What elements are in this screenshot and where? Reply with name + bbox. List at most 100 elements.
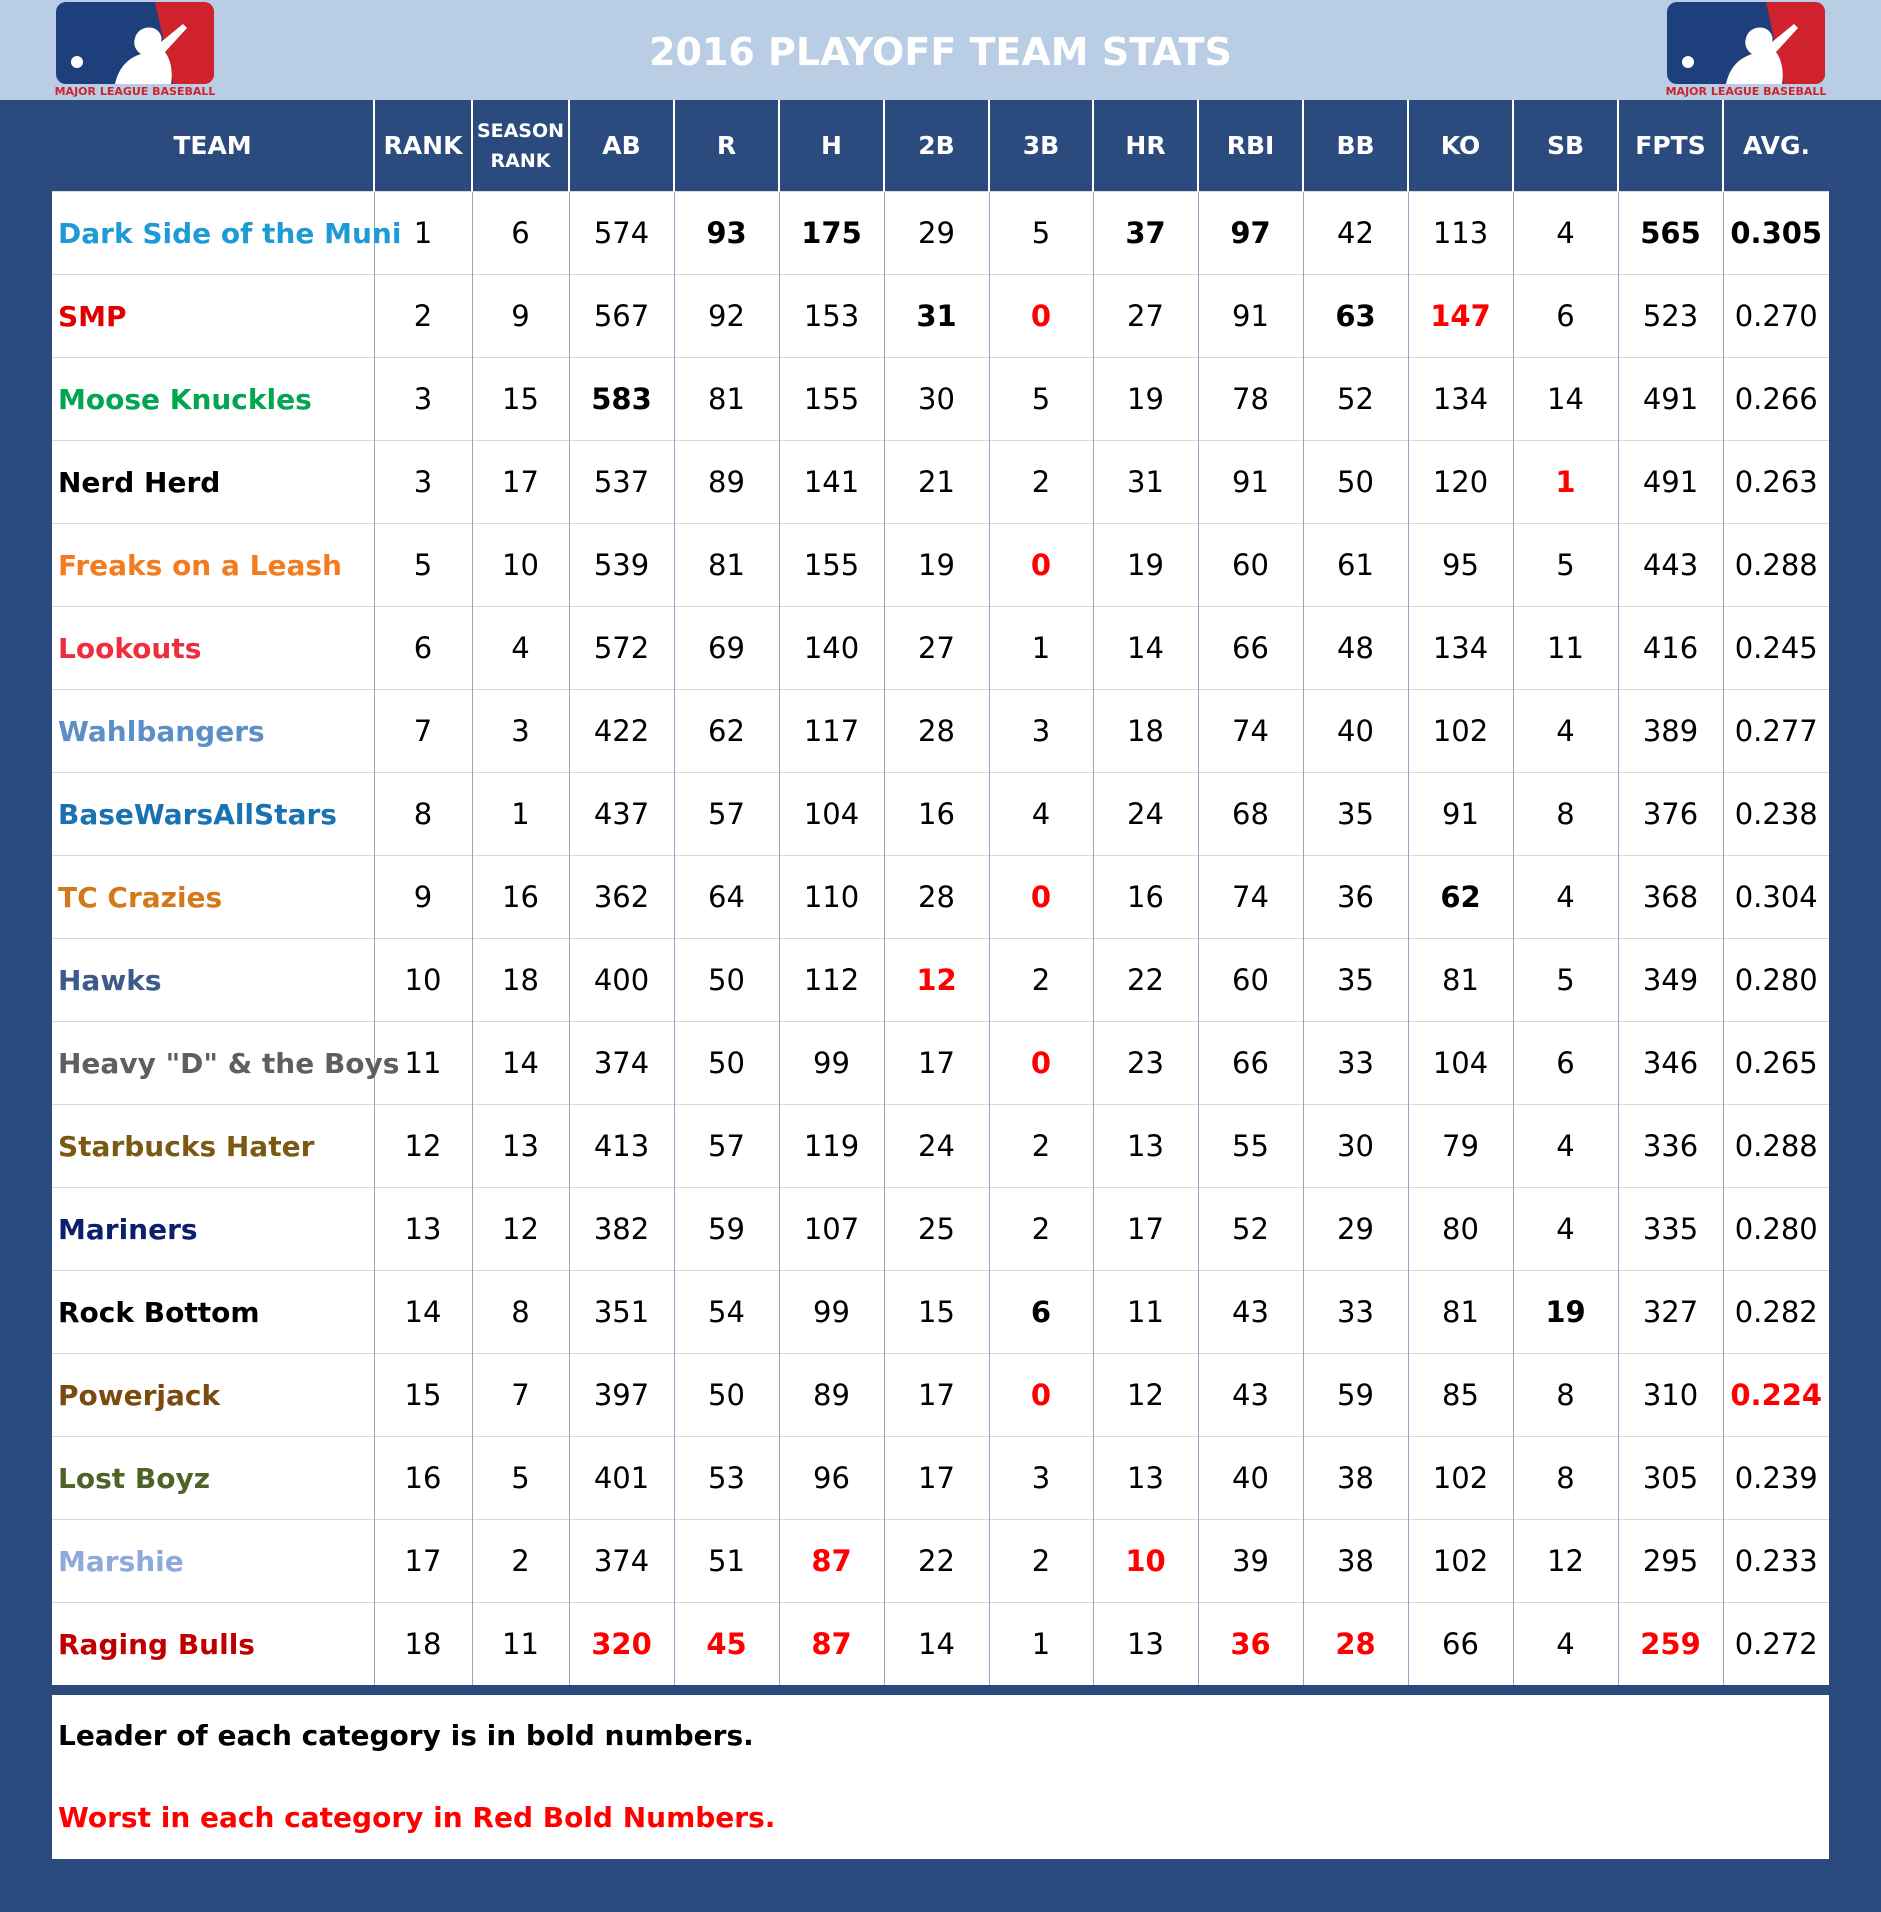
stat-cell: 382 bbox=[568, 1187, 674, 1271]
stat-cell: 14 bbox=[373, 1270, 472, 1354]
stat-cell: 9 bbox=[373, 855, 472, 939]
stat-cell: 0.288 bbox=[1722, 1104, 1829, 1188]
stat-cell: 327 bbox=[1617, 1270, 1723, 1354]
stat-cell: 17 bbox=[471, 440, 569, 524]
stat-cell: 0 bbox=[988, 855, 1093, 939]
team-name: Marshie bbox=[52, 1519, 374, 1603]
stat-cell: 320 bbox=[568, 1602, 674, 1685]
stat-cell: 19 bbox=[1092, 357, 1198, 441]
stat-cell: 1 bbox=[373, 191, 472, 275]
stat-cell: 55 bbox=[1197, 1104, 1303, 1188]
stat-cell: 23 bbox=[1092, 1021, 1198, 1105]
stat-cell: 91 bbox=[1407, 772, 1513, 856]
stat-cell: 572 bbox=[568, 606, 674, 690]
stat-cell: 17 bbox=[1092, 1187, 1198, 1271]
team-name: Hawks bbox=[52, 938, 374, 1022]
stat-cell: 89 bbox=[778, 1353, 884, 1437]
stat-cell: 14 bbox=[1512, 357, 1618, 441]
stat-cell: 0.270 bbox=[1722, 274, 1829, 358]
stat-cell: 110 bbox=[778, 855, 884, 939]
stat-cell: 13 bbox=[373, 1187, 472, 1271]
stat-cell: 5 bbox=[988, 191, 1093, 275]
stat-cell: 2 bbox=[988, 1187, 1093, 1271]
stat-cell: 43 bbox=[1197, 1353, 1303, 1437]
stat-cell: 24 bbox=[1092, 772, 1198, 856]
stat-cell: 7 bbox=[373, 689, 472, 773]
stat-cell: 349 bbox=[1617, 938, 1723, 1022]
stat-cell: 57 bbox=[673, 1104, 779, 1188]
stat-cell: 10 bbox=[1092, 1519, 1198, 1603]
stat-cell: 52 bbox=[1197, 1187, 1303, 1271]
stat-cell: 64 bbox=[673, 855, 779, 939]
stat-cell: 81 bbox=[673, 523, 779, 607]
stat-cell: 15 bbox=[373, 1353, 472, 1437]
stat-cell: 153 bbox=[778, 274, 884, 358]
stat-cell: 8 bbox=[1512, 772, 1618, 856]
stat-cell: 4 bbox=[471, 606, 569, 690]
stat-cell: 443 bbox=[1617, 523, 1723, 607]
stat-cell: 13 bbox=[1092, 1602, 1198, 1685]
logo-text: MAJOR LEAGUE BASEBALL bbox=[1666, 85, 1826, 98]
stat-cell: 19 bbox=[1512, 1270, 1618, 1354]
stat-cell: 134 bbox=[1407, 357, 1513, 441]
stat-cell: 18 bbox=[471, 938, 569, 1022]
team-name: Lookouts bbox=[52, 606, 374, 690]
stat-cell: 10 bbox=[373, 938, 472, 1022]
stat-cell: 6 bbox=[471, 191, 569, 275]
stat-cell: 91 bbox=[1197, 274, 1303, 358]
stat-cell: 15 bbox=[883, 1270, 989, 1354]
stat-cell: 3 bbox=[988, 1436, 1093, 1520]
team-name: Moose Knuckles bbox=[52, 357, 374, 441]
stat-cell: 27 bbox=[883, 606, 989, 690]
stat-cell: 17 bbox=[883, 1353, 989, 1437]
stat-cell: 1 bbox=[1512, 440, 1618, 524]
stat-cell: 40 bbox=[1197, 1436, 1303, 1520]
stat-cell: 59 bbox=[673, 1187, 779, 1271]
stat-cell: 81 bbox=[673, 357, 779, 441]
stat-cell: 29 bbox=[883, 191, 989, 275]
stat-cell: 66 bbox=[1407, 1602, 1513, 1685]
team-row: Heavy "D" & the Boys 11 14 374 50 99 17 0 23 66 33… bbox=[52, 1021, 1829, 1105]
team-row: Wahlbangers 7 3 422 62 117 28 3 18 74 40 102 4 389 0.2… bbox=[52, 689, 1829, 773]
stat-cell: 0.263 bbox=[1722, 440, 1829, 524]
stat-cell: 17 bbox=[373, 1519, 472, 1603]
stat-cell: 0.288 bbox=[1722, 523, 1829, 607]
stats-table: TEAM RANK SEASON RANK AB R H 2B 3B HR RBI BB KO SB FP… bbox=[52, 100, 1829, 1685]
stat-cell: 0.282 bbox=[1722, 1270, 1829, 1354]
stat-cell: 102 bbox=[1407, 1436, 1513, 1520]
stat-cell: 12 bbox=[471, 1187, 569, 1271]
stat-cell: 57 bbox=[673, 772, 779, 856]
column-header: RBI bbox=[1197, 100, 1303, 192]
stat-cell: 0.224 bbox=[1722, 1353, 1829, 1437]
stat-cell: 389 bbox=[1617, 689, 1723, 773]
stat-cell: 2 bbox=[988, 1519, 1093, 1603]
team-name: SMP bbox=[52, 274, 374, 358]
stat-cell: 0.304 bbox=[1722, 855, 1829, 939]
stat-cell: 43 bbox=[1197, 1270, 1303, 1354]
stat-cell: 78 bbox=[1197, 357, 1303, 441]
stat-cell: 95 bbox=[1407, 523, 1513, 607]
stat-cell: 54 bbox=[673, 1270, 779, 1354]
header-row: TEAM RANK SEASON RANK AB R H 2B 3B HR RBI BB KO SB FP… bbox=[52, 100, 1829, 192]
stat-cell: 107 bbox=[778, 1187, 884, 1271]
stat-cell: 31 bbox=[883, 274, 989, 358]
stat-cell: 0 bbox=[988, 1021, 1093, 1105]
stat-cell: 35 bbox=[1302, 938, 1408, 1022]
stat-cell: 15 bbox=[471, 357, 569, 441]
stat-cell: 30 bbox=[883, 357, 989, 441]
stat-cell: 11 bbox=[1512, 606, 1618, 690]
stat-cell: 335 bbox=[1617, 1187, 1723, 1271]
note: Leader of each category is in bold numbe… bbox=[58, 1719, 754, 1752]
stat-cell: 66 bbox=[1197, 606, 1303, 690]
stat-cell: 29 bbox=[1302, 1187, 1408, 1271]
stat-cell: 175 bbox=[778, 191, 884, 275]
team-row: Nerd Herd 3 17 537 89 141 21 2 31 91 50 120 1 491 0.26… bbox=[52, 440, 1829, 524]
title: 2016 PLAYOFF TEAM STATS bbox=[649, 30, 1232, 74]
stat-cell: 113 bbox=[1407, 191, 1513, 275]
stat-cell: 5 bbox=[373, 523, 472, 607]
stat-cell: 4 bbox=[988, 772, 1093, 856]
stat-cell: 14 bbox=[1092, 606, 1198, 690]
stat-cell: 40 bbox=[1302, 689, 1408, 773]
stat-cell: 416 bbox=[1617, 606, 1723, 690]
stat-cell: 104 bbox=[1407, 1021, 1513, 1105]
